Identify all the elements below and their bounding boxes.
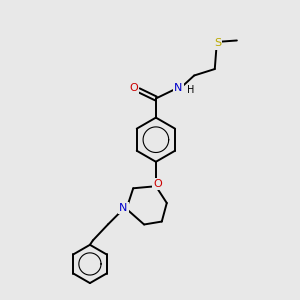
Text: H: H [187, 85, 194, 95]
Text: S: S [214, 38, 221, 48]
Text: N: N [119, 203, 128, 213]
Text: N: N [174, 82, 183, 93]
Text: O: O [153, 179, 162, 189]
Text: O: O [129, 83, 138, 93]
